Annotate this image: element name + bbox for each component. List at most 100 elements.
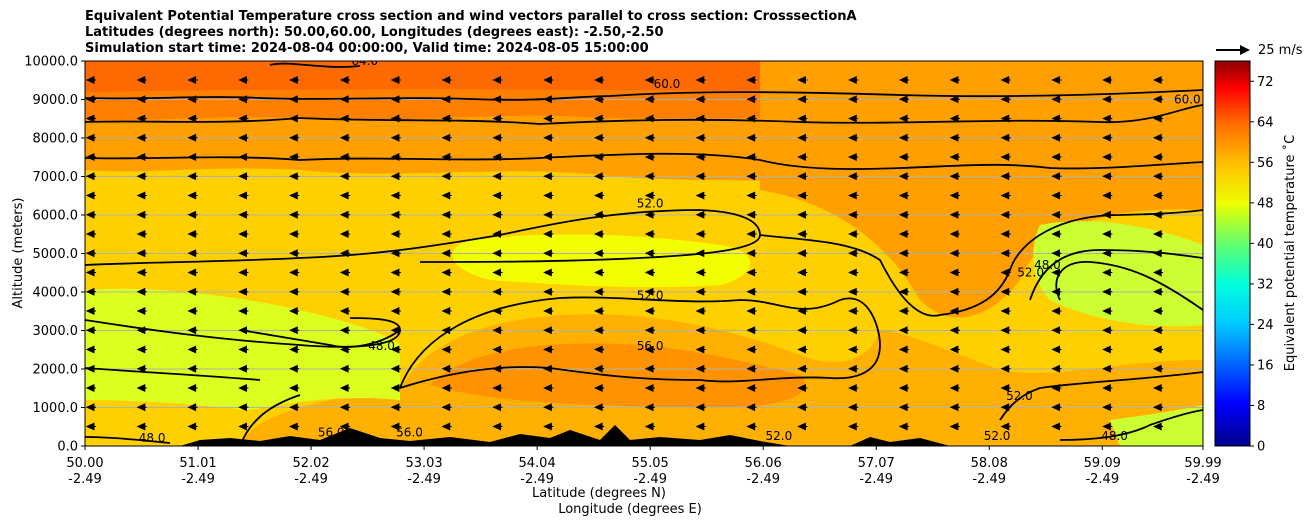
wind-vector-arrow bbox=[187, 210, 198, 219]
wind-vector-arrow bbox=[1102, 210, 1113, 219]
wind-vector-arrow bbox=[848, 364, 859, 373]
contour-label: 52.0 bbox=[1006, 389, 1033, 403]
contour-line bbox=[85, 152, 1203, 170]
x-tick-label-lat: 59.99 bbox=[1184, 456, 1221, 471]
wind-vector-arrow bbox=[390, 307, 401, 315]
wind-vector-arrow bbox=[797, 345, 808, 354]
contour-line bbox=[399, 296, 881, 389]
wind-vector-arrow bbox=[1102, 422, 1113, 431]
wind-vector-arrow bbox=[187, 287, 198, 296]
wind-vector-arrow bbox=[85, 76, 96, 84]
wind-vector-arrow bbox=[593, 133, 605, 142]
wind-vector-arrow bbox=[1152, 210, 1164, 219]
wind-vector-arrow bbox=[1051, 114, 1062, 123]
wind-vector-arrow bbox=[441, 364, 452, 373]
x-tick-label-lon: -2.49 bbox=[633, 472, 667, 487]
wind-vector-arrow bbox=[1051, 76, 1062, 84]
x-tick-label-lat: 50.00 bbox=[66, 456, 103, 471]
wind-vector-arrow bbox=[390, 364, 401, 373]
wind-vector-arrow bbox=[441, 95, 452, 104]
wind-vector-arrow bbox=[1051, 268, 1062, 277]
wind-vector-arrow bbox=[543, 133, 554, 142]
wind-vector-arrow bbox=[949, 307, 960, 315]
wind-vector-arrow bbox=[797, 364, 808, 373]
wind-vector-arrow bbox=[136, 114, 147, 123]
wind-vector-arrow bbox=[644, 191, 655, 200]
wind-vector-arrow bbox=[898, 95, 910, 104]
y-tick-label: 9000.0 bbox=[33, 93, 79, 108]
wind-vector-arrow bbox=[1102, 76, 1113, 84]
quiver-reference-label: 25 m/s bbox=[1258, 43, 1303, 58]
wind-vector-arrow bbox=[898, 384, 910, 392]
wind-vector-arrow bbox=[1102, 153, 1113, 161]
wind-vector-arrow bbox=[441, 191, 452, 200]
wind-vector-arrow bbox=[441, 210, 452, 219]
wind-vector-arrow bbox=[85, 230, 96, 238]
wind-vector-arrow bbox=[136, 307, 147, 315]
wind-vector-arrow bbox=[289, 345, 300, 354]
wind-vector-arrow bbox=[187, 345, 198, 354]
wind-vector-arrow bbox=[543, 191, 554, 200]
wind-vector-arrow bbox=[1051, 210, 1062, 219]
x-tick-label-lon: -2.49 bbox=[1085, 472, 1119, 487]
wind-vector-arrow bbox=[695, 249, 706, 258]
wind-vector-arrow bbox=[441, 287, 452, 296]
wind-vector-arrow bbox=[1051, 364, 1062, 373]
wind-vector-arrow bbox=[339, 326, 351, 335]
contour-label: 52.0 bbox=[765, 429, 792, 443]
wind-vector-arrow bbox=[898, 249, 910, 258]
wind-vector-arrow bbox=[949, 191, 960, 200]
wind-vector-arrow bbox=[746, 307, 757, 315]
contour-label: 56.0 bbox=[396, 425, 423, 439]
wind-vector-arrow bbox=[1000, 384, 1011, 392]
wind-vector-arrow bbox=[441, 172, 452, 181]
wind-vector-arrow bbox=[543, 114, 554, 123]
wind-vector-arrow bbox=[1000, 95, 1011, 104]
wind-vector-arrow bbox=[1102, 403, 1113, 412]
wind-vector-arrow bbox=[898, 268, 910, 277]
contour-line bbox=[269, 62, 361, 68]
contour-line bbox=[85, 436, 171, 444]
wind-vector-arrow bbox=[390, 95, 401, 104]
wind-vector-arrow bbox=[1000, 307, 1011, 315]
contour-label: 52.0 bbox=[637, 196, 664, 210]
wind-vector-arrow bbox=[898, 172, 910, 181]
wind-vector-arrow bbox=[746, 76, 757, 84]
x-tick-label-lon: -2.49 bbox=[859, 472, 893, 487]
wind-vector-arrow bbox=[85, 114, 96, 123]
wind-vector-arrow bbox=[1000, 153, 1011, 161]
contour-line bbox=[999, 371, 1203, 421]
wind-vector-arrow bbox=[390, 210, 401, 219]
colorbar-tick-label: 56 bbox=[1257, 156, 1274, 171]
y-tick-label: 2000.0 bbox=[33, 363, 79, 378]
wind-vector-arrow bbox=[136, 422, 147, 431]
wind-vector-arrow bbox=[797, 307, 808, 315]
wind-vector-arrow bbox=[441, 384, 452, 392]
wind-vector-arrow bbox=[949, 172, 960, 181]
wind-vector-arrow bbox=[1152, 76, 1164, 84]
x-tick-label-lon: -2.49 bbox=[746, 472, 780, 487]
wind-vector-arrow bbox=[238, 172, 249, 181]
wind-vector-arrow bbox=[339, 403, 351, 412]
wind-vector-arrow bbox=[593, 364, 605, 373]
wind-vector-arrow bbox=[1051, 307, 1062, 315]
wind-vector-arrow bbox=[289, 307, 300, 315]
wind-vector-arrow bbox=[289, 133, 300, 142]
wind-vector-arrow bbox=[441, 230, 452, 238]
y-tick-label: 0.0 bbox=[57, 440, 78, 455]
wind-vector-arrow bbox=[695, 76, 706, 84]
wind-vector-arrow bbox=[238, 153, 249, 161]
wind-vectors bbox=[85, 76, 1164, 431]
wind-vector-arrow bbox=[187, 307, 198, 315]
wind-vector-arrow bbox=[543, 307, 554, 315]
wind-vector-arrow bbox=[949, 364, 960, 373]
wind-vector-arrow bbox=[898, 191, 910, 200]
wind-vector-arrow bbox=[1051, 172, 1062, 181]
wind-vector-arrow bbox=[238, 403, 249, 412]
wind-vector-arrow bbox=[797, 422, 808, 431]
wind-vector-arrow bbox=[746, 133, 757, 142]
contour-line bbox=[759, 209, 1203, 317]
wind-vector-arrow bbox=[238, 287, 249, 296]
wind-vector-arrow bbox=[1000, 345, 1011, 354]
wind-vector-arrow bbox=[543, 268, 554, 277]
